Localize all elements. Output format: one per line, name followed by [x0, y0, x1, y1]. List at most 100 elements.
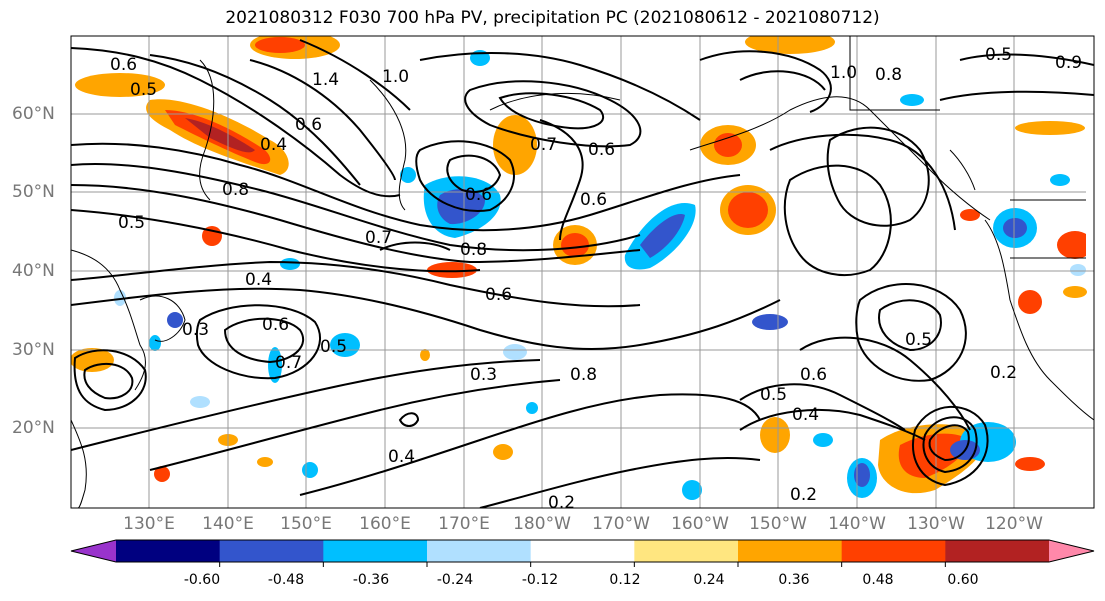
colorbar-segment: [116, 540, 221, 562]
precip-positive-area: [257, 457, 273, 467]
precip-negative-area: [330, 333, 360, 357]
precip-negative-area: [268, 347, 282, 383]
lon-label-150e: 150°E: [280, 514, 332, 534]
colorbar-segment: [634, 540, 739, 562]
contour-label: 0.5: [130, 80, 157, 100]
precip-positive-area: [745, 36, 835, 54]
contour-labels: 0.60.5 1.4 1.00.60.40.80.50.70.80.70.60.40…: [110, 45, 1082, 508]
contour-label: 0.7: [365, 228, 392, 248]
lat-label-30n: 30°N: [12, 340, 55, 360]
precip-shading: [71, 36, 1093, 500]
lon-label-150w: 150°W: [749, 514, 807, 534]
map-title: 2021080312 F030 700 hPa PV, precipitatio…: [225, 8, 880, 28]
contour-label: 0.4: [260, 135, 287, 155]
contour-label: 0.7: [530, 135, 557, 155]
colorbar-segment: [427, 540, 532, 562]
contour-label: 0.4: [245, 270, 272, 290]
colorbar-outline: [70, 539, 1095, 563]
lon-label-160w: 160°W: [671, 514, 729, 534]
precip-positive-area: [75, 73, 165, 97]
colorbar-tick-label: 0.48: [862, 572, 894, 588]
lat-label-60n: 60°N: [12, 104, 55, 124]
precip-negative-area: [302, 462, 318, 478]
contour-label: 0.3: [470, 365, 497, 385]
contour-label: 0.5: [760, 385, 787, 405]
colorbar: [70, 539, 1095, 567]
colorbar-tick-label: -0.12: [521, 572, 559, 588]
contour-label: 0.5: [320, 337, 347, 357]
precip-positive-core: [561, 233, 589, 257]
precip-negative-area: [400, 167, 416, 183]
colorbar-tick-label: -0.48: [267, 572, 305, 588]
contour-label: 0.2: [990, 363, 1017, 383]
colorbar-segment: [219, 540, 324, 562]
colorbar-tick-label: 0.36: [778, 572, 810, 588]
political-borders: [849, 36, 1094, 259]
contour-label: 0.2: [790, 485, 817, 505]
contour-label: 0.6: [110, 55, 137, 75]
lon-label-130e: 130°E: [123, 514, 175, 534]
precip-negative-area: [149, 335, 161, 351]
contour-label: 0.4: [792, 405, 819, 425]
precip-positive-core: [1018, 290, 1042, 314]
precip-positive-core: [728, 192, 768, 228]
contour-label: 0.4: [388, 447, 415, 467]
contour-label: 1.4: [312, 70, 339, 90]
contour-label: 0.7: [275, 353, 302, 373]
pv-contours: [71, 39, 1094, 508]
precip-negative-core: [437, 188, 485, 225]
colorbar-segment: [323, 540, 428, 562]
lon-label-120w: 120°W: [985, 514, 1043, 534]
colorbar-tick-label: 0.60: [947, 572, 979, 588]
precip-positive-core: [960, 209, 980, 221]
precip-negative-core: [167, 312, 183, 328]
colorbar-segment: [841, 540, 946, 562]
contour-label: 0.5: [985, 45, 1012, 65]
precip-positive-core: [154, 466, 170, 482]
precip-negative-area: [190, 396, 210, 408]
precip-negative-area: [1050, 174, 1070, 186]
precip-positive-core: [714, 133, 742, 157]
precip-positive-core: [1015, 457, 1045, 471]
colorbar-segment: [738, 540, 843, 562]
colorbar-tick-label: -0.60: [183, 572, 221, 588]
lat-label-50n: 50°N: [12, 182, 55, 202]
precip-positive-area: [420, 349, 430, 361]
precip-negative-area: [526, 402, 538, 414]
colorbar-tick-label: -0.36: [352, 572, 390, 588]
colorbar-extend-low: [71, 540, 116, 562]
precip-negative-area: [503, 344, 527, 360]
lon-label-140w: 140°W: [828, 514, 886, 534]
contour-label: 0.5: [905, 330, 932, 350]
colorbar-tick-label: -0.24: [436, 572, 474, 588]
precip-negative-core: [640, 214, 685, 258]
precip-positive-core: [898, 433, 970, 478]
colorbar-tick-label: 0.12: [609, 572, 641, 588]
precip-negative-core: [854, 463, 870, 487]
precip-positive-core: [185, 118, 255, 153]
contour-label: 1.0: [382, 67, 409, 87]
contour-label: 0.6: [485, 285, 512, 305]
precip-positive-area: [1063, 286, 1087, 298]
lon-label-180w: 180°W: [513, 514, 571, 534]
colorbar-extend-high: [1049, 540, 1094, 562]
colorbar-segment: [945, 540, 1050, 562]
lon-label-170e: 170°E: [438, 514, 490, 534]
precip-negative-area: [900, 94, 924, 106]
precip-positive-core: [255, 37, 305, 53]
lon-label-160e: 160°E: [359, 514, 411, 534]
precip-negative-core: [1003, 218, 1027, 238]
lon-label-170w: 170°W: [592, 514, 650, 534]
precip-negative-area: [1070, 264, 1086, 276]
lat-label-40n: 40°N: [12, 261, 55, 281]
contour-label: 1.0: [830, 63, 857, 83]
precip-positive-area: [760, 417, 790, 453]
contour-label: 0.6: [588, 140, 615, 160]
lat-label-20n: 20°N: [12, 418, 55, 438]
contour-label: 0.8: [570, 365, 597, 385]
precip-negative-area: [813, 433, 833, 447]
contour-label: 0.6: [800, 365, 827, 385]
lon-label-140e: 140°E: [202, 514, 254, 534]
contour-label: 0.8: [875, 65, 902, 85]
